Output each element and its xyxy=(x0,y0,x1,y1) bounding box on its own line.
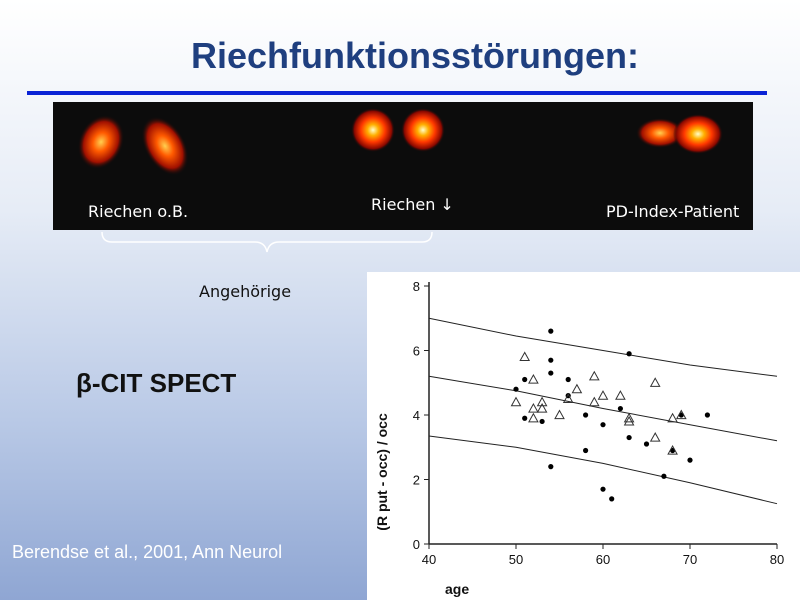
scan-normal xyxy=(77,114,189,176)
x-tick-label: 80 xyxy=(770,552,784,567)
data-point-triangle xyxy=(528,373,539,384)
slide-title: Riechfunktionsstörungen: xyxy=(191,35,639,76)
y-tick-label: 8 xyxy=(413,279,420,294)
fit-line-upper xyxy=(428,317,778,377)
data-point-triangle xyxy=(536,403,548,413)
data-point-circle xyxy=(522,376,528,383)
fit-line-regression xyxy=(428,375,778,442)
data-point-circle xyxy=(522,415,528,421)
data-point-triangle xyxy=(536,396,548,407)
data-point-triangle xyxy=(562,393,574,403)
data-point-circle xyxy=(687,457,693,463)
fit-line-lower xyxy=(428,435,778,505)
data-point-circle xyxy=(704,412,710,418)
data-point-triangle xyxy=(588,370,600,381)
data-point-triangle xyxy=(623,412,635,423)
data-point-triangle xyxy=(588,396,600,407)
data-point-circle xyxy=(583,447,589,454)
data-point-circle xyxy=(539,418,545,425)
data-point-triangle xyxy=(615,390,626,400)
y-tick-label: 6 xyxy=(413,344,420,359)
relatives-brace xyxy=(101,231,433,253)
x-tick-label: 50 xyxy=(509,552,523,567)
title-underline xyxy=(27,91,767,95)
data-point-circle xyxy=(548,464,554,470)
data-point-circle xyxy=(548,357,554,363)
data-point-circle xyxy=(600,486,606,492)
data-point-triangle xyxy=(675,409,687,420)
chart-axes: 40 50 60 70 80 0 2 4 6 8 xyxy=(413,279,784,567)
chart-fit-lines xyxy=(428,317,778,505)
x-tick-label: 60 xyxy=(596,552,610,567)
label-normal-smell: Riechen o.B. xyxy=(88,202,189,221)
y-tick-label: 0 xyxy=(413,537,420,552)
data-point-circle xyxy=(626,434,632,441)
data-point-triangle xyxy=(667,444,678,455)
data-point-triangle xyxy=(519,351,531,362)
data-point-circle xyxy=(565,376,571,383)
data-point-circle xyxy=(548,370,554,376)
chart-points xyxy=(510,328,710,502)
y-tick-label: 4 xyxy=(413,408,420,423)
spect-scans xyxy=(77,108,723,176)
data-point-circle xyxy=(548,328,554,334)
data-point-triangle xyxy=(667,412,678,423)
data-point-triangle xyxy=(597,390,609,400)
data-point-triangle xyxy=(528,403,539,413)
data-point-circle xyxy=(513,386,519,392)
label-pd-patient: PD-Index-Patient xyxy=(606,202,740,221)
spect-image-strip: Riechen o.B. Riechen ↓ PD-Index-Patient xyxy=(53,102,753,230)
citation: Berendse et al., 2001, Ann Neurol xyxy=(12,542,283,562)
y-axis-label: (R put - occ) / occ xyxy=(374,413,390,531)
scatter-chart: 40 50 60 70 80 0 2 4 6 8 age (R put - occ) / occ xyxy=(374,279,784,597)
data-point-circle xyxy=(626,351,632,357)
data-point-triangle xyxy=(623,415,635,426)
x-tick-label: 70 xyxy=(683,552,697,567)
scan-patient xyxy=(636,114,723,154)
label-reduced-smell: Riechen ↓ xyxy=(371,195,454,214)
method-label: β-CIT SPECT xyxy=(76,368,237,398)
x-axis-label: age xyxy=(445,581,469,597)
scatter-chart-panel: 40 50 60 70 80 0 2 4 6 8 age (R put - occ) / occ xyxy=(367,272,800,600)
y-tick-label: 2 xyxy=(413,473,420,488)
data-point-triangle xyxy=(649,432,661,442)
data-point-circle xyxy=(617,405,623,412)
x-tick-label: 40 xyxy=(422,552,436,567)
data-point-circle xyxy=(609,496,615,502)
data-point-triangle xyxy=(554,409,565,420)
relatives-label: Angehörige xyxy=(199,282,292,301)
data-point-triangle xyxy=(571,383,583,394)
scan-reduced xyxy=(351,108,445,152)
data-point-circle xyxy=(583,412,589,418)
data-point-triangle xyxy=(528,412,539,423)
data-point-triangle xyxy=(649,377,661,387)
data-point-circle xyxy=(661,473,667,479)
data-point-triangle xyxy=(510,396,522,407)
data-point-circle xyxy=(643,441,650,447)
data-point-circle xyxy=(600,422,606,428)
